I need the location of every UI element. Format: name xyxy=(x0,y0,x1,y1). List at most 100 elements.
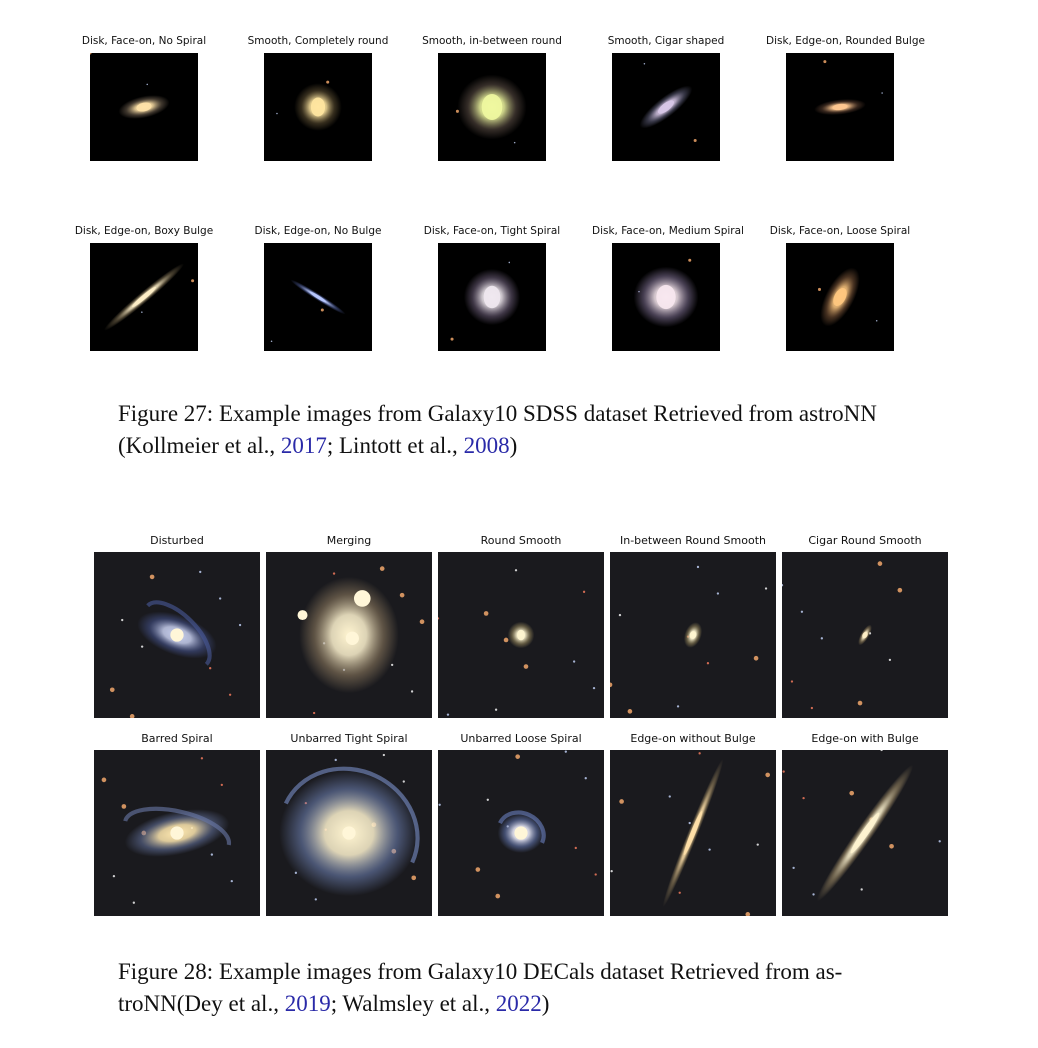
background-star xyxy=(399,592,405,598)
background-star xyxy=(140,645,144,648)
background-star xyxy=(220,783,223,787)
background-star xyxy=(897,587,903,593)
background-star xyxy=(446,713,450,716)
galaxy-core xyxy=(170,826,184,840)
spiral-arm xyxy=(283,766,420,864)
background-star xyxy=(132,901,136,904)
galaxy-image xyxy=(264,53,372,161)
galaxy-class-label: Disk, Edge-on, Rounded Bulge xyxy=(766,35,925,47)
citation-link-walmsley[interactable]: 2022 xyxy=(495,991,542,1016)
background-star xyxy=(888,658,892,662)
background-star xyxy=(765,772,771,778)
background-star xyxy=(881,92,883,94)
background-star xyxy=(513,141,516,144)
background-star xyxy=(875,320,878,322)
background-star xyxy=(610,870,613,873)
galaxy-image xyxy=(266,552,432,718)
galaxy-tile: Smooth, Cigar shaped xyxy=(608,35,724,161)
galaxy-core xyxy=(832,103,848,111)
galaxy-tile: Cigar Round Smooth xyxy=(782,534,948,718)
background-star xyxy=(419,619,425,625)
background-star xyxy=(696,565,700,569)
citation-link-kollmeier[interactable]: 2017 xyxy=(280,433,327,458)
galaxy-image xyxy=(90,53,198,161)
galaxy-class-label: Disk, Face-on, Loose Spiral xyxy=(769,225,911,237)
background-star xyxy=(149,574,155,580)
background-star xyxy=(693,138,697,142)
background-star xyxy=(708,848,711,851)
background-star xyxy=(812,893,815,896)
galaxy-image xyxy=(438,750,604,916)
background-star xyxy=(90,53,92,55)
galaxy-core xyxy=(353,590,371,607)
background-star xyxy=(238,623,242,627)
galaxy-core xyxy=(833,288,847,306)
background-star xyxy=(276,112,278,115)
citation-link-dey[interactable]: 2019 xyxy=(284,991,331,1016)
galaxy-class-label: Disk, Face-on, No Spiral xyxy=(81,35,207,47)
background-star xyxy=(438,617,440,620)
galaxy-class-label: Unbarred Loose Spiral xyxy=(460,732,582,745)
galaxy-core xyxy=(170,628,184,642)
galaxy-class-label: Unbarred Tight Spiral xyxy=(290,732,408,745)
background-star xyxy=(860,888,863,891)
background-star xyxy=(756,843,759,846)
galaxy-core xyxy=(517,629,525,641)
background-star xyxy=(889,843,894,849)
background-star xyxy=(312,711,316,715)
galaxy-tile: Disk, Face-on, Tight Spiral xyxy=(424,225,560,351)
galaxy-class-label: Disk, Face-on, Medium Spiral xyxy=(592,225,744,237)
galaxy-core xyxy=(483,285,501,309)
background-star xyxy=(320,308,324,312)
background-star xyxy=(332,572,336,575)
galaxy-class-label: Disturbed xyxy=(150,534,204,547)
citation-link-lintott[interactable]: 2008 xyxy=(463,433,510,458)
galaxy-tile: Disk, Edge-on, Rounded Bulge xyxy=(766,35,925,161)
galaxy-core xyxy=(310,97,326,117)
galaxy-class-label: Smooth, Completely round xyxy=(247,35,389,47)
background-star xyxy=(270,340,273,343)
galaxy-core xyxy=(862,631,868,639)
galaxy-class-label: Merging xyxy=(326,534,372,547)
background-star xyxy=(619,799,624,804)
background-star xyxy=(326,80,330,84)
spiral-arm xyxy=(123,806,232,846)
background-star xyxy=(857,700,863,706)
background-star xyxy=(572,660,576,663)
background-star xyxy=(800,610,804,613)
background-star xyxy=(129,714,135,718)
background-star xyxy=(450,337,454,341)
galaxy-class-label: Smooth, Cigar shaped xyxy=(607,35,725,47)
background-star xyxy=(112,874,116,878)
background-star xyxy=(121,804,127,809)
galaxy-image xyxy=(438,243,546,351)
background-star xyxy=(627,709,633,714)
background-star xyxy=(880,750,883,752)
background-star xyxy=(698,752,701,755)
background-star xyxy=(146,83,148,86)
background-star xyxy=(574,846,577,850)
background-star xyxy=(379,566,385,571)
figure-27-caption: Figure 27: Example images from Galaxy10 … xyxy=(118,398,928,462)
background-star xyxy=(790,680,794,683)
background-star xyxy=(643,63,646,65)
background-star xyxy=(121,618,124,622)
background-star xyxy=(508,261,511,264)
galaxy-image xyxy=(610,750,776,916)
galaxy-tile: Edge-on with Bulge xyxy=(782,732,948,916)
background-star xyxy=(334,758,337,762)
galaxy-tile: Round Smooth xyxy=(438,534,604,718)
galaxy-image xyxy=(438,552,604,718)
background-star xyxy=(503,637,509,643)
background-star xyxy=(210,853,214,856)
galaxy-tile: In-between Round Smooth xyxy=(610,534,776,718)
background-star xyxy=(523,664,529,669)
galaxy-tile: Disk, Face-on, No Spiral xyxy=(82,35,206,161)
galaxy-image xyxy=(94,750,260,916)
galaxy-tile: Disk, Edge-on, No Bulge xyxy=(255,225,381,351)
galaxy-class-label: Smooth, in-between round xyxy=(422,35,562,47)
figure-28-caption: Figure 28: Example images from Galaxy10 … xyxy=(118,956,928,1020)
background-star xyxy=(382,753,386,757)
galaxy-core xyxy=(689,631,697,639)
figure-28-decals-grid: Disturbed Merging Round Smooth In-between R… xyxy=(94,534,950,922)
